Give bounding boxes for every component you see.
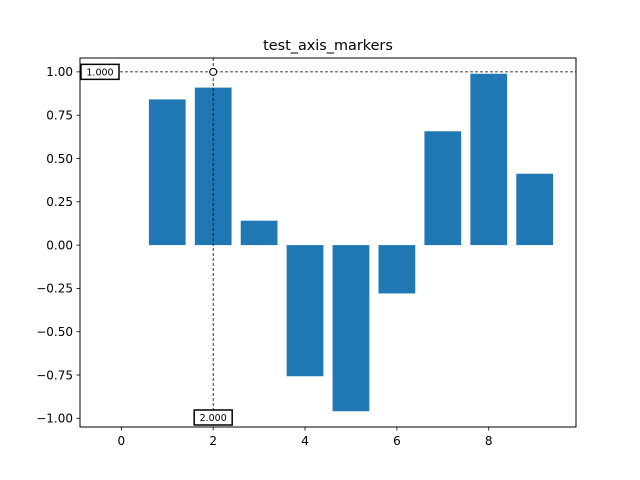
y-tick-label-7: 0.75 [46, 108, 73, 122]
x-tick-label-8: 8 [485, 434, 493, 448]
y-tick-label-5: 0.25 [46, 195, 73, 209]
bar-3 [240, 220, 278, 246]
plot-frame [79, 57, 577, 428]
y-marker-box [80, 63, 120, 81]
bar-5 [332, 245, 370, 412]
bar-8 [470, 73, 508, 246]
y-tick-label-8: 1.00 [46, 65, 73, 79]
bar-1 [148, 99, 186, 246]
bar-9 [516, 173, 554, 246]
bars [148, 73, 554, 412]
chart-title: test_axis_markers [263, 38, 393, 54]
axis-markers: 1.000 2.000 [80, 58, 576, 427]
x-marker-box [193, 409, 233, 426]
x-axis: 0 2 4 6 8 [118, 427, 493, 448]
y-tick-label-4: 0.00 [46, 238, 73, 252]
y-tick-label-3: −0.25 [36, 282, 73, 296]
y-tick-label-2: −0.50 [36, 325, 73, 339]
x-tick-label-6: 6 [393, 434, 401, 448]
y-marker-label: 1.000 [86, 67, 113, 78]
bar-7 [424, 131, 462, 246]
y-tick-label-1: −0.75 [36, 368, 73, 382]
y-axis: −1.00 −0.75 −0.50 −0.25 0.00 0.25 0.50 0.75 1.00 [36, 65, 80, 426]
bar-4 [286, 245, 324, 377]
bar-6 [378, 245, 416, 294]
y-tick-label-6: 0.50 [46, 152, 73, 166]
bar-2 [194, 87, 232, 246]
x-tick-label-2: 2 [209, 434, 217, 448]
x-marker-label: 2.000 [200, 413, 227, 424]
x-tick-label-4: 4 [301, 434, 309, 448]
y-tick-label-0: −1.00 [36, 412, 73, 426]
x-tick-label-0: 0 [118, 434, 126, 448]
marker-point [209, 67, 218, 76]
